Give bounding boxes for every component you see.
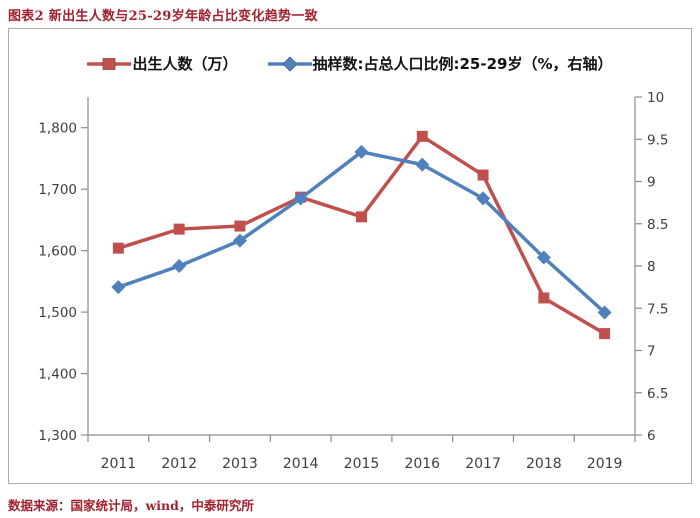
axis-tick-label: 1,500 xyxy=(38,305,77,321)
data-point-marker xyxy=(536,250,551,265)
red-square-line-icon xyxy=(87,57,132,70)
page-title: 图表2 新出生人数与25-29岁年龄占比变化趋势一致 xyxy=(8,9,318,24)
blue-diamond-line-icon xyxy=(267,55,312,72)
data-point-marker xyxy=(354,144,369,159)
axis-tick-label: 8.5 xyxy=(647,217,668,233)
data-point-marker xyxy=(111,280,126,295)
axis-tick-label: 10 xyxy=(647,90,664,106)
data-point-marker xyxy=(599,328,611,340)
legend-item-ratio: 抽样数:占总人口比例:25-29岁（%，右轴） xyxy=(267,53,613,74)
axis-tick-label: 2015 xyxy=(344,456,380,472)
axis-tick-label: 7 xyxy=(647,344,656,360)
axis-tick-label: 6 xyxy=(647,428,656,444)
axis-tick-label: 9 xyxy=(647,175,656,191)
axis-tick-label: 6.5 xyxy=(647,386,668,402)
data-point-marker xyxy=(234,220,246,232)
axis-tick-label: 1,400 xyxy=(38,367,77,383)
chart-area: 1,300 1,400 1,500 1,600 1,700 1,800 6 6.5 7 7.5 8 8… xyxy=(8,28,692,484)
data-point-marker xyxy=(356,211,367,223)
data-point-marker xyxy=(232,233,247,248)
axis-tick-label: 1,300 xyxy=(38,428,77,444)
legend-label-births: 出生人数（万） xyxy=(132,55,238,73)
data-point-marker xyxy=(293,191,308,206)
axis-tick-label: 1,700 xyxy=(38,182,77,198)
axis-tick-label: 2016 xyxy=(404,456,440,472)
axis-tick-label: 8 xyxy=(647,259,656,275)
data-point-marker xyxy=(173,223,185,235)
legend-item-births: 出生人数（万） xyxy=(87,53,238,74)
axis-tick-label: 7.5 xyxy=(647,301,668,317)
legend-label-ratio: 抽样数:占总人口比例:25-29岁（%，右轴） xyxy=(312,55,613,73)
data-point-marker xyxy=(112,242,124,254)
series-line-births xyxy=(117,134,606,336)
axis-tick-label: 2014 xyxy=(283,456,319,472)
plot-canvas: 1,300 1,400 1,500 1,600 1,700 1,800 6 6.5 7 7.5 8 8… xyxy=(38,90,668,472)
axis-tick-label: 9.5 xyxy=(647,132,668,148)
axis-tick-label: 2012 xyxy=(161,456,197,472)
data-point-marker xyxy=(476,191,491,206)
data-point-marker xyxy=(538,292,550,304)
series-line-ratio xyxy=(117,150,606,314)
data-point-marker xyxy=(172,259,187,273)
chart-legend: 出生人数（万） 抽样数:占总人口比例:25-29岁（%，右轴） xyxy=(9,53,691,74)
data-point-marker xyxy=(597,305,612,320)
axis-tick-label: 1,600 xyxy=(38,244,77,260)
axis-tick-label: 2018 xyxy=(526,456,562,472)
axis-tick-label: 2017 xyxy=(465,456,501,472)
axis-tick-label: 2013 xyxy=(222,456,258,472)
data-point-marker xyxy=(416,130,428,142)
axis-tick-label: 2011 xyxy=(101,456,137,472)
axis-tick-label: 2019 xyxy=(587,456,623,472)
data-point-marker xyxy=(415,157,430,172)
data-point-marker xyxy=(477,169,489,181)
axis-tick-label: 1,800 xyxy=(38,121,77,137)
data-source-note: 数据来源：国家统计局，wind，中泰研究所 xyxy=(8,498,254,513)
